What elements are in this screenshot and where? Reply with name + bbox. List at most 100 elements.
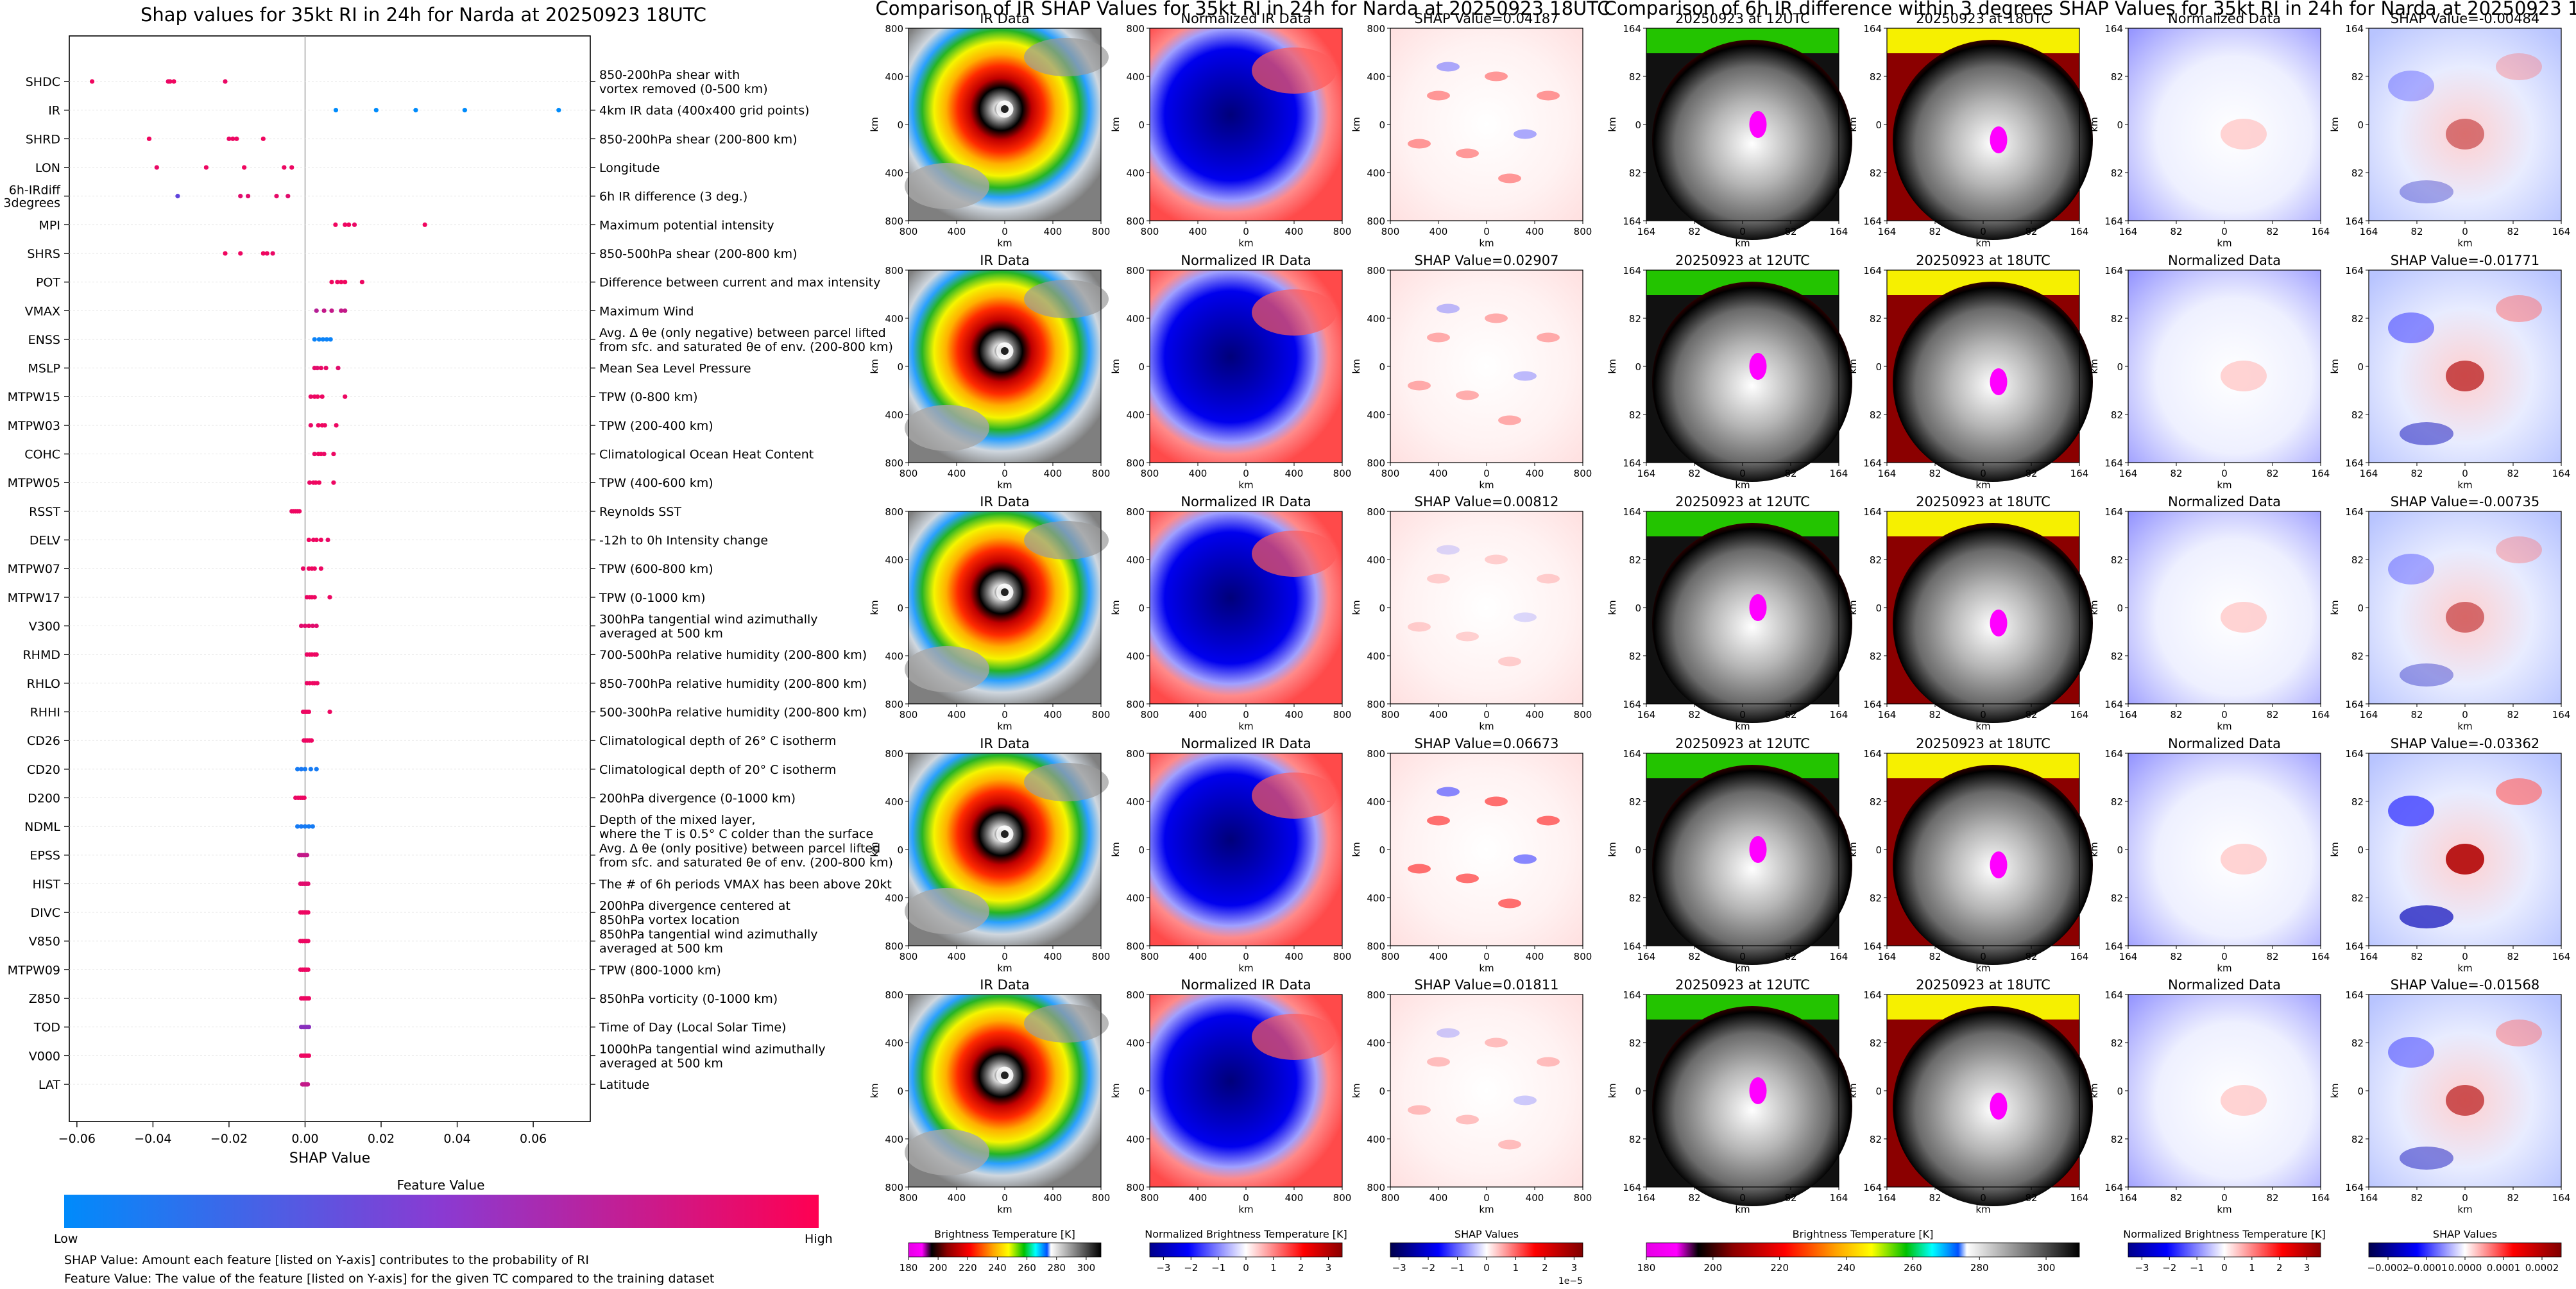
x-tick-label: 164 [1878,226,1897,237]
shap-point [308,767,313,772]
x-axis-label: km [2457,962,2472,974]
y-tick-label: 0 [1635,844,1641,856]
x-tick-label: 82 [2410,951,2423,962]
y-tick-label: 800 [1367,457,1385,469]
feature-name: EPSS [30,849,60,863]
y-tick-label: 400 [1367,409,1385,421]
shap-image-hotspot [1437,787,1460,797]
colorbar-tick-label: −2 [1421,1262,1435,1274]
shap-point [346,222,352,227]
shap-point [308,423,313,428]
x-tick-label: 0 [1980,1192,1986,1204]
y-tick-label: 164 [2345,265,2364,277]
y-axis-label: km [1110,1083,1122,1098]
x-tick-label: 800 [1381,951,1400,962]
x-tick-label: 0 [1243,1192,1249,1204]
x-axis-label: km [2457,479,2472,491]
x-tick-label: 0 [1243,468,1249,479]
shap-point [336,365,341,371]
y-tick-label: 0 [1635,361,1641,373]
x-tick-label: 800 [1092,709,1111,721]
shap-image-hotspot [1485,71,1508,81]
y-tick-label: 164 [2345,748,2364,760]
y-tick-label: 400 [1126,1134,1145,1145]
x-tick-label: 164 [1878,951,1897,962]
y-tick-label: 164 [2104,748,2123,760]
normalized-diff-image-patch [2221,602,2267,633]
shap-diff-image-hotspot [2400,1147,2453,1170]
x-tick-label: 0 [1739,468,1746,479]
x-tick-label: 82 [2025,709,2037,721]
x-axis-label: km [2217,721,2231,732]
y-tick-label: 164 [2345,989,2364,1001]
x-tick-label: 164 [2070,951,2089,962]
colorbar-gradient [2128,1242,2321,1258]
x-tick-label: 82 [2410,1192,2423,1204]
shap-point [314,365,320,371]
y-tick-label: 164 [2345,506,2364,518]
y-tick-label: 164 [1623,1182,1641,1193]
y-tick-label: 0 [897,1086,903,1097]
feature-description: 850hPa vorticity (0-1000 km) [599,992,778,1006]
x-tick-label: 82 [2266,951,2278,962]
y-tick-label: 164 [2345,457,2364,469]
shap-image-hotspot [1408,1105,1431,1115]
colorbar-tick-label: 2 [1542,1262,1548,1274]
ir-image-cloud [1024,280,1109,318]
x-axis-label: km [1238,962,1253,974]
shap-point [306,1053,312,1058]
shap-image-hotspot [1498,1140,1521,1150]
shap-image-hotspot [1437,1028,1460,1038]
colorbar-label: Brightness Temperature [K] [1793,1228,1934,1240]
x-axis-label: km [1479,479,1494,491]
shap-point [339,308,344,313]
note-feature-value: Feature Value: The value of the feature … [64,1272,714,1286]
y-tick-label: 164 [1623,989,1641,1001]
x-tick-label: 400 [1285,1192,1304,1204]
shap-image-hotspot [1408,622,1431,632]
y-tick-label: 82 [2111,409,2123,421]
y-tick-label: 0 [1379,602,1385,614]
x-tick-label: 0 [1483,468,1490,479]
y-axis-label: km [1351,359,1362,373]
y-tick-label: 400 [1367,892,1385,904]
shap-point [305,1082,311,1087]
y-tick-label: 800 [1126,699,1145,710]
colorbar-label: SHAP Values [1454,1228,1519,1240]
colorbar-label: SHAP Values [2433,1228,2497,1240]
y-tick-label: 82 [2111,1037,2123,1049]
colorbar-tick-label: 0 [1483,1262,1490,1274]
y-tick-label: 800 [1126,23,1145,35]
y-tick-label: 400 [885,892,903,904]
subplot-title: 20250923 at 18UTC [1916,736,2051,751]
shap-image-hotspot [1485,313,1508,323]
y-tick-label: 82 [1870,1037,1882,1049]
shap-point [322,423,327,428]
feature-name: MPI [39,218,60,232]
y-tick-label: 800 [1126,748,1145,760]
shap-point [329,308,334,313]
shap-image-hotspot [1498,173,1521,184]
x-tick-label: 800 [1333,226,1352,237]
x-axis-label: km [1479,1204,1494,1215]
shap-point [327,595,332,600]
ir-diff-image-center [1990,610,2008,636]
x-tick-label: 0 [2221,468,2228,479]
y-tick-label: 82 [1629,1134,1641,1145]
feature-name: MTPW07 [8,562,60,576]
subplot-title: Normalized Data [2168,11,2281,26]
x-tick-label: 82 [2170,951,2182,962]
shap-point [238,251,243,256]
x-tick-label: −0.02 [210,1132,248,1146]
x-tick-label: 400 [1429,1192,1448,1204]
x-tick-label: 800 [900,226,918,237]
y-tick-label: 82 [1870,892,1882,904]
x-tick-label: 400 [948,1192,966,1204]
feature-description: TPW (0-800 km) [599,390,697,404]
x-tick-label: 164 [2312,709,2330,721]
shap-image-hotspot [1485,796,1508,807]
x-tick-label: 82 [1929,709,1941,721]
shap-point [318,566,323,571]
shap-point [318,365,323,371]
feature-description: Maximum Wind [599,304,694,318]
